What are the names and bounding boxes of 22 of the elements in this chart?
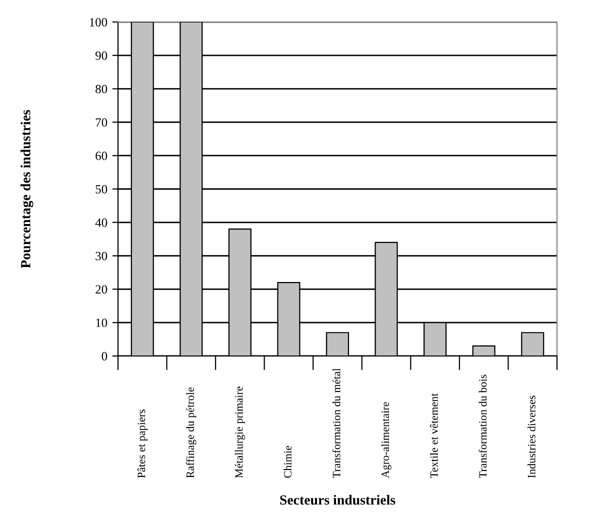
x-tick-label: Transformation du bois bbox=[478, 374, 487, 478]
y-tick-label: 40 bbox=[95, 218, 108, 227]
x-tick-label: Textile et vêtement bbox=[430, 393, 438, 478]
x-tick-label: Industries diverses bbox=[528, 396, 536, 478]
x-tick-label: Raffinage du pétrole bbox=[186, 387, 196, 478]
y-tick-label: 10 bbox=[96, 318, 108, 328]
y-tick-label: 90 bbox=[95, 51, 108, 60]
y-tick-label: 80 bbox=[96, 84, 108, 94]
x-tick-label: Agro-alimentaire bbox=[381, 402, 392, 478]
x-tick-label: Transformation du métal bbox=[332, 368, 340, 478]
y-tick-label: 30 bbox=[96, 252, 108, 260]
x-tick-label: Métallurgie primaire bbox=[234, 386, 246, 478]
y-tick-label: 20 bbox=[96, 285, 108, 294]
y-tick-label: 0 bbox=[102, 352, 108, 360]
x-tick-label: Chimie bbox=[284, 446, 292, 478]
x-axis-title: Secteurs industriels bbox=[280, 494, 396, 505]
y-axis-title: Pourcentage des industries bbox=[20, 110, 34, 268]
y-tick-label: 60 bbox=[96, 152, 108, 160]
y-tick-label: 50 bbox=[96, 185, 108, 194]
y-tick-label: 100 bbox=[90, 18, 108, 26]
x-tick-label: Pâtes et papiers bbox=[137, 410, 148, 478]
y-tick-label: 70 bbox=[96, 118, 108, 127]
